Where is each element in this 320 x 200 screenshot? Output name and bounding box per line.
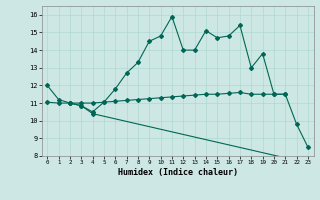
X-axis label: Humidex (Indice chaleur): Humidex (Indice chaleur) [118, 168, 237, 177]
